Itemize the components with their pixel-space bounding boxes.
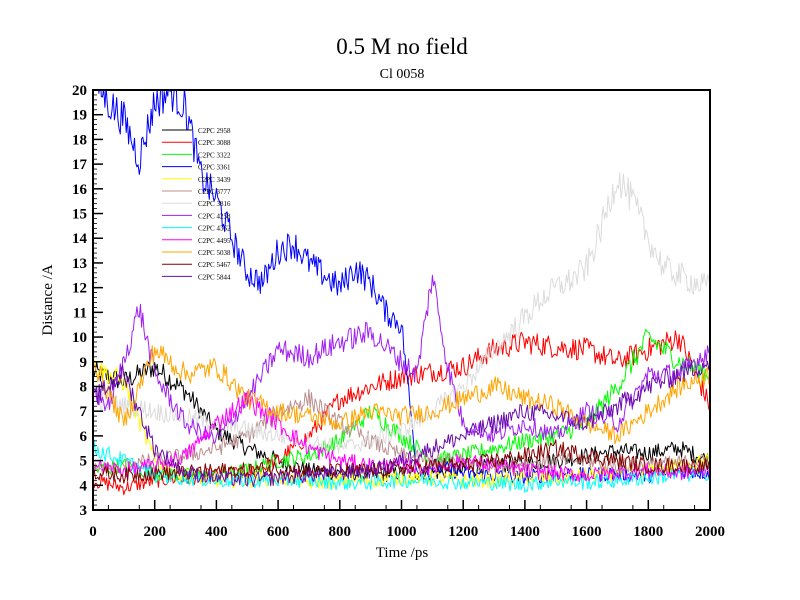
y-tick-label: 13 <box>72 256 87 272</box>
y-tick-label: 16 <box>72 182 88 198</box>
chart-title: 0.5 M no field <box>336 34 468 59</box>
x-tick-label: 400 <box>205 524 228 540</box>
y-tick-label: 18 <box>72 132 87 148</box>
y-tick-label: 8 <box>80 379 88 395</box>
y-tick-label: 7 <box>80 404 88 420</box>
legend-entry: C2PC 3088 <box>198 139 231 147</box>
x-tick-label: 1400 <box>510 524 540 540</box>
series-line-c2pc-3361 <box>93 90 710 486</box>
y-tick-label: 10 <box>72 330 87 346</box>
series-line-c2pc-4258 <box>93 274 710 444</box>
plot-area <box>93 90 710 496</box>
series-line-c2pc-5844 <box>93 359 710 487</box>
y-tick-label: 6 <box>80 429 88 445</box>
series-line-c2pc-5038 <box>93 345 710 445</box>
legend-entry: C2PC 5038 <box>198 249 231 257</box>
legend-entry: C2PC 5467 <box>198 261 231 269</box>
series-line-c2pc-3777 <box>93 389 710 477</box>
x-tick-label: 800 <box>329 524 352 540</box>
y-tick-label: 20 <box>72 83 87 99</box>
legend-entry: C2PC 4362 <box>198 225 231 233</box>
x-tick-label: 2000 <box>695 524 725 540</box>
x-tick-label: 1600 <box>572 524 602 540</box>
x-tick-label: 600 <box>267 524 290 540</box>
legend-entry: C2PC 3777 <box>198 188 231 196</box>
legend-entry: C2PC 2958 <box>198 127 231 135</box>
legend-entry: C2PC 3322 <box>198 151 231 159</box>
y-tick-label: 5 <box>80 454 88 470</box>
y-tick-label: 4 <box>80 478 88 494</box>
legend-entry: C2PC 3439 <box>198 176 231 184</box>
x-axis-label: Time /ps <box>376 545 429 561</box>
axis-ticks: 0 200 400 600 800 1000 1200 1400 1600 1800 2000 3 4 5… <box>72 83 725 540</box>
y-tick-label: 19 <box>72 108 87 124</box>
chart-subtitle: Cl 0058 <box>380 67 425 82</box>
legend-entry: C2PC 4258 <box>198 212 231 220</box>
y-tick-label: 9 <box>80 355 88 371</box>
y-tick-label: 14 <box>72 231 88 247</box>
legend-entry: C2PC 5844 <box>198 273 231 281</box>
plot-frame <box>92 89 711 511</box>
x-tick-label: 200 <box>143 524 166 540</box>
x-tick-label: 1000 <box>387 524 417 540</box>
x-tick-label: 1800 <box>633 524 663 540</box>
legend: C2PC 2958 C2PC 3088 C2PC 3322 C2PC 3361 C2PC… <box>162 127 231 281</box>
y-tick-label: 11 <box>73 305 87 321</box>
legend-entry: C2PC 4495 <box>198 237 231 245</box>
x-tick-label: 1200 <box>448 524 478 540</box>
legend-entry: C2PC 3361 <box>198 164 231 172</box>
series-line-c2pc-3816 <box>93 172 710 454</box>
y-tick-label: 17 <box>72 157 88 173</box>
y-tick-label: 3 <box>80 503 88 519</box>
legend-entry: C2PC 3816 <box>198 200 231 208</box>
y-axis-label: Distance /A <box>40 264 56 335</box>
y-tick-label: 15 <box>72 207 87 223</box>
x-tick-label: 0 <box>89 524 97 540</box>
y-tick-label: 12 <box>72 281 87 297</box>
series-line-c2pc-2958 <box>93 361 710 483</box>
